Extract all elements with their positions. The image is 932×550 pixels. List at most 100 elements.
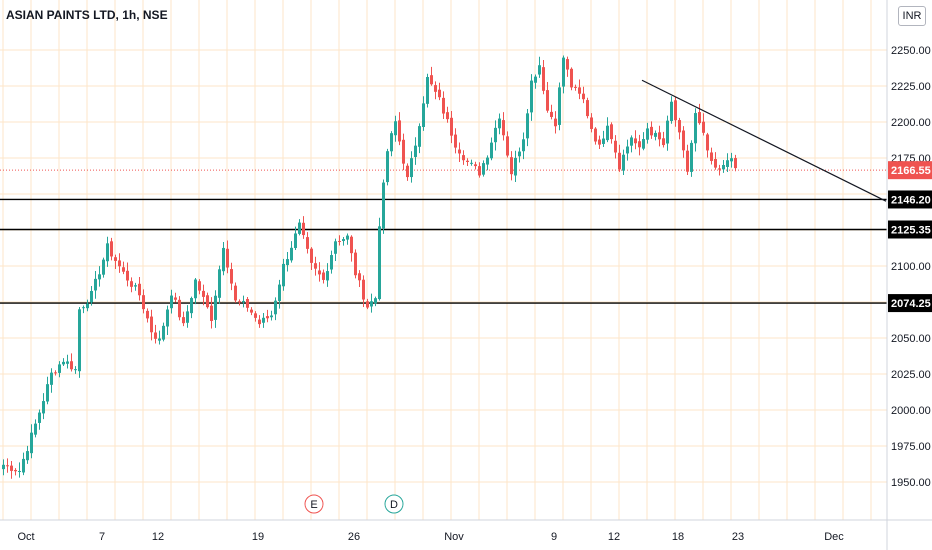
- candle: [134, 282, 137, 291]
- candle-body: [706, 134, 709, 151]
- candle: [142, 289, 145, 314]
- candle-body: [138, 283, 141, 296]
- candle: [294, 226, 297, 250]
- candle-body: [10, 465, 13, 471]
- candle: [110, 237, 113, 261]
- candle-body: [134, 285, 137, 287]
- candle-body: [494, 127, 497, 143]
- event-marker[interactable]: E: [304, 494, 324, 514]
- candle-body: [410, 158, 413, 178]
- candle: [362, 275, 365, 308]
- candle: [126, 262, 129, 287]
- candle-body: [642, 139, 645, 149]
- candle: [238, 299, 241, 306]
- candle: [62, 358, 65, 367]
- candle-body: [378, 226, 381, 300]
- candle: [286, 252, 289, 272]
- candle-body: [74, 369, 77, 371]
- candle: [530, 74, 533, 121]
- candle: [174, 292, 177, 303]
- candle: [470, 159, 473, 166]
- candle-body: [734, 158, 737, 169]
- last-price-tag-bg: [888, 161, 932, 180]
- candle-body: [18, 470, 21, 472]
- candle-body: [226, 248, 229, 268]
- candle: [446, 106, 449, 123]
- candle-body: [162, 325, 165, 340]
- candle-body: [522, 139, 525, 152]
- candle-body: [46, 384, 49, 402]
- candle-body: [178, 299, 181, 318]
- candle: [42, 393, 45, 420]
- candle: [102, 257, 105, 278]
- candle: [266, 309, 269, 323]
- candle: [218, 265, 221, 304]
- y-tick-label: 1975.00: [891, 441, 931, 453]
- candle: [290, 241, 293, 263]
- x-tick-label: 26: [348, 531, 360, 543]
- candle: [214, 290, 217, 328]
- candle: [394, 115, 397, 142]
- candle-body: [502, 120, 505, 136]
- candle-body: [334, 241, 337, 254]
- candle: [422, 96, 425, 131]
- candle-body: [230, 269, 233, 284]
- candle-body: [602, 138, 605, 144]
- candle: [154, 324, 157, 344]
- candle-body: [606, 125, 609, 141]
- candle: [534, 74, 537, 89]
- candle-body: [142, 295, 145, 310]
- candle-body: [686, 150, 689, 172]
- candle: [398, 112, 401, 146]
- candle-body: [86, 303, 89, 309]
- candle-body: [286, 259, 289, 266]
- candle-body: [42, 401, 45, 414]
- candle-body: [274, 300, 277, 315]
- x-tick-label: 23: [732, 531, 744, 543]
- x-tick-label: 19: [252, 531, 264, 543]
- currency-badge[interactable]: INR: [898, 6, 926, 26]
- candle: [602, 130, 605, 147]
- candle: [54, 370, 57, 376]
- candle: [82, 305, 85, 314]
- y-tick-label: 2200.00: [891, 117, 931, 129]
- candle: [38, 409, 41, 430]
- candle-body: [298, 222, 301, 234]
- candle: [722, 160, 725, 173]
- y-tick-label: 2025.00: [891, 369, 931, 381]
- candle-body: [202, 290, 205, 297]
- candle-body: [270, 315, 273, 318]
- candle-body: [610, 124, 613, 140]
- candle: [18, 462, 21, 478]
- event-marker[interactable]: D: [384, 494, 404, 514]
- candle: [542, 60, 545, 95]
- candle-body: [50, 372, 53, 385]
- candle: [282, 258, 285, 291]
- candle-body: [630, 137, 633, 146]
- candle-body: [634, 138, 637, 144]
- candle-body: [354, 252, 357, 276]
- candle: [574, 84, 577, 91]
- candle-body: [534, 76, 537, 83]
- candle-body: [390, 133, 393, 152]
- candle: [682, 126, 685, 158]
- candle-body: [98, 274, 101, 280]
- candle-body: [218, 269, 221, 298]
- candle: [690, 140, 693, 177]
- candle-body: [330, 255, 333, 270]
- candle-body: [646, 128, 649, 140]
- candle-body: [418, 126, 421, 147]
- candle: [14, 468, 17, 476]
- trendline-line[interactable]: [641, 79, 887, 202]
- candle-body: [2, 464, 5, 470]
- candle: [406, 163, 409, 181]
- candle: [250, 307, 253, 316]
- level-price-tag: 2074.25: [888, 294, 932, 313]
- candle: [466, 158, 469, 167]
- candle: [594, 127, 597, 145]
- candle: [170, 289, 173, 314]
- candle-body: [394, 121, 397, 136]
- candle-body: [678, 120, 681, 133]
